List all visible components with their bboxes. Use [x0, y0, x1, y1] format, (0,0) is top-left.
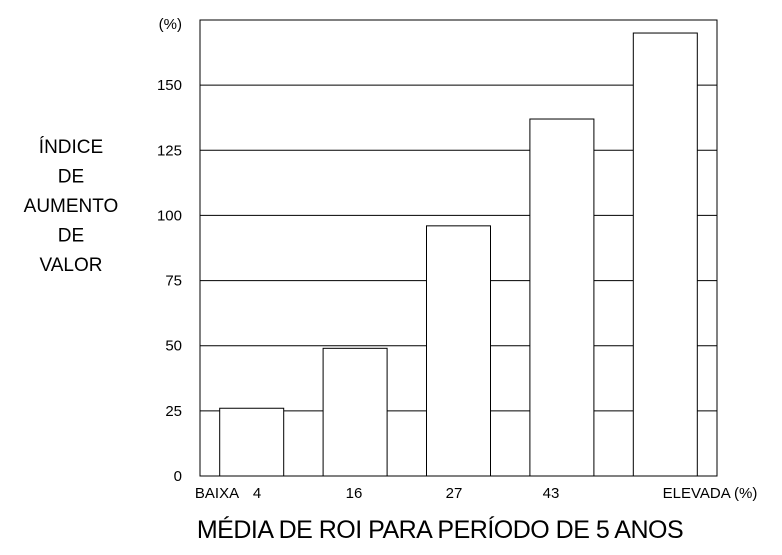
y-tick-label: 0	[174, 468, 182, 485]
x-tick-label: 16	[346, 485, 363, 502]
y-axis-label-line: DE	[58, 226, 84, 247]
y-tick-label: 75	[165, 273, 182, 290]
y-tick-label: 150	[157, 77, 182, 94]
y-axis-label-line: AUMENTO	[24, 196, 119, 217]
plot-frame	[199, 19, 718, 477]
bar	[219, 407, 285, 477]
bar	[322, 347, 388, 477]
x-tick-labels: BAIXA 4 16 27 43 ELEVADA (%)	[195, 485, 757, 502]
y-unit-label: (%)	[159, 16, 182, 33]
x-tick-label: 43	[543, 485, 560, 502]
y-tick-label: 100	[157, 207, 182, 224]
y-axis-label-line: VALOR	[39, 255, 102, 276]
y-axis-label-line: ÍNDICE	[39, 137, 103, 158]
x-tick-label: BAIXA	[195, 485, 239, 502]
x-tick-label: 4	[253, 485, 261, 502]
bars	[219, 32, 698, 477]
x-axis-label: MÉDIA DE ROI PARA PERÍODO DE 5 ANOS	[197, 515, 683, 544]
y-tick-label: 125	[157, 142, 182, 159]
y-tick-label: 25	[165, 403, 182, 420]
bar	[632, 32, 698, 477]
y-tick-label: 50	[165, 338, 182, 355]
y-tick-labels: 0 25 50 75 100 125 150	[157, 77, 182, 485]
y-axis-label: ÍNDICE DE AUMENTO DE VALOR	[24, 137, 119, 276]
bar	[426, 225, 491, 477]
x-tick-label: 27	[446, 485, 463, 502]
y-axis-label-line: DE	[58, 167, 84, 188]
x-tick-label: ELEVADA (%)	[663, 485, 758, 502]
bar	[529, 118, 595, 477]
